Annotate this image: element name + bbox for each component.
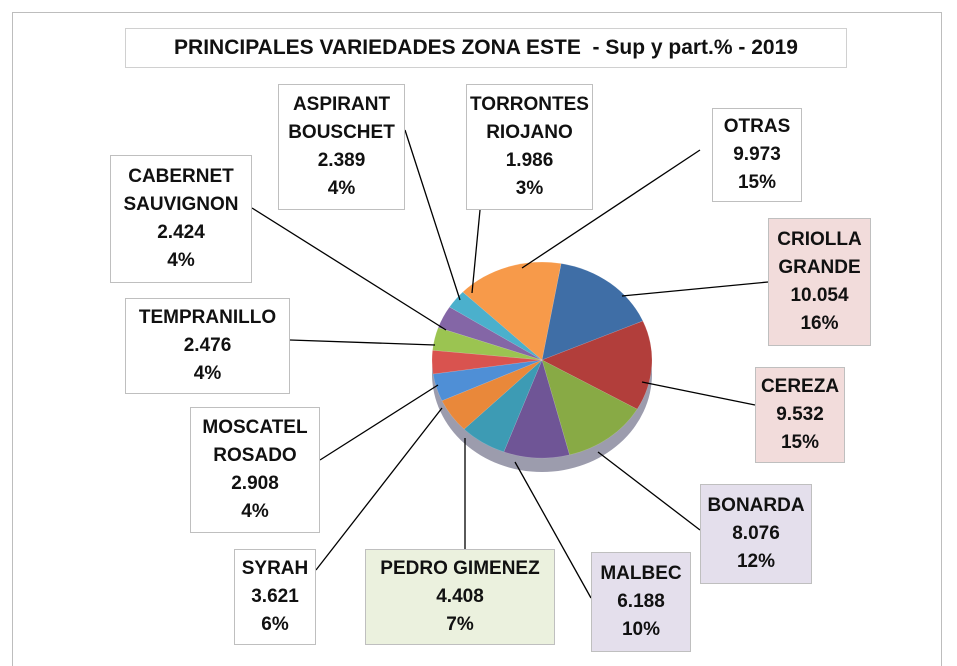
percent-label: 4%	[327, 178, 356, 199]
pie-slice	[541, 320, 653, 410]
value-label: 2.476	[183, 335, 232, 356]
value-label: 9.973	[733, 144, 781, 165]
data-label-box: PEDRO GIMENEZ 4.408 7%	[365, 549, 555, 645]
category-label: ASPIRANT BOUSCHET	[288, 94, 395, 143]
data-label-box: BONARDA 8.076 12%	[700, 484, 812, 584]
leader-line	[315, 407, 443, 571]
category-label: TEMPRANILLO	[138, 307, 277, 328]
leader-line	[471, 209, 481, 294]
data-label-box: MALBEC 6.188 10%	[591, 552, 691, 652]
value-label: 1.986	[505, 150, 554, 171]
category-label: PEDRO GIMENEZ	[380, 558, 540, 579]
data-label-box: ASPIRANT BOUSCHET 2.389 4%	[278, 84, 405, 210]
leader-line	[319, 384, 439, 461]
category-label: OTRAS	[723, 116, 791, 137]
leader-line	[597, 451, 701, 531]
pie-slice	[463, 359, 543, 453]
pie-slice	[541, 359, 638, 456]
pie-slice	[503, 359, 570, 459]
category-label: CRIOLLA GRANDE	[777, 229, 862, 278]
category-label: SYRAH	[241, 558, 309, 579]
value-label: 8.076	[732, 523, 780, 544]
percent-label: 15%	[737, 172, 777, 193]
value-label: 2.424	[157, 222, 205, 243]
category-label: MOSCATEL ROSADO	[202, 417, 308, 466]
pie-slice	[432, 327, 543, 361]
value-label: 6.188	[617, 591, 665, 612]
percent-label: 12%	[736, 551, 776, 572]
leader-line	[289, 339, 436, 346]
pie-slice	[432, 359, 543, 402]
value-label: 2.908	[231, 473, 279, 494]
percent-label: 4%	[193, 363, 222, 384]
percent-label: 15%	[780, 432, 820, 453]
value-label: 9.532	[776, 404, 824, 425]
leader-line	[514, 461, 592, 599]
percent-label: 4%	[167, 250, 195, 271]
pie-slice	[541, 263, 644, 361]
leader-line	[521, 149, 701, 269]
percent-label: 16%	[800, 313, 839, 334]
percent-label: 6%	[261, 614, 289, 635]
data-label-box: SYRAH 3.621 6%	[234, 549, 316, 645]
chart-frame	[12, 12, 942, 666]
percent-label: 3%	[515, 178, 544, 199]
pie-slice	[462, 261, 562, 361]
pie-slice	[431, 349, 543, 375]
percent-label: 7%	[446, 614, 474, 635]
data-label-box: OTRAS 9.973 15%	[712, 108, 802, 202]
category-label: CEREZA	[760, 376, 840, 397]
data-label-box: TEMPRANILLO 2.476 4%	[125, 298, 290, 394]
data-label-box: TORRONTES RIOJANO 1.986 3%	[466, 84, 593, 210]
leader-line	[641, 381, 756, 406]
pie-slice	[449, 291, 543, 361]
value-label: 3.621	[251, 586, 299, 607]
category-label: TORRONTES RIOJANO	[470, 94, 589, 143]
data-label-box: MOSCATEL ROSADO 2.908 4%	[190, 407, 320, 533]
data-label-box: CEREZA 9.532 15%	[755, 367, 845, 463]
category-label: CABERNET SAUVIGNON	[123, 166, 239, 215]
percent-label: 10%	[621, 619, 661, 640]
value-label: 4.408	[436, 586, 484, 607]
category-label: MALBEC	[600, 563, 682, 584]
category-label: BONARDA	[707, 495, 805, 516]
data-label-box: CABERNET SAUVIGNON 2.424 4%	[110, 155, 252, 283]
percent-label: 4%	[241, 501, 269, 522]
leader-line	[621, 281, 769, 297]
leader-line	[404, 129, 461, 301]
value-label: 2.389	[317, 150, 366, 171]
chart-title: PRINCIPALES VARIEDADES ZONA ESTE - Sup y…	[125, 28, 847, 68]
pie-slice	[441, 359, 543, 430]
value-label: 10.054	[790, 285, 849, 306]
pie-slice	[437, 306, 543, 361]
leader-line	[251, 207, 447, 331]
data-label-box: CRIOLLA GRANDE 10.054 16%	[768, 218, 871, 346]
